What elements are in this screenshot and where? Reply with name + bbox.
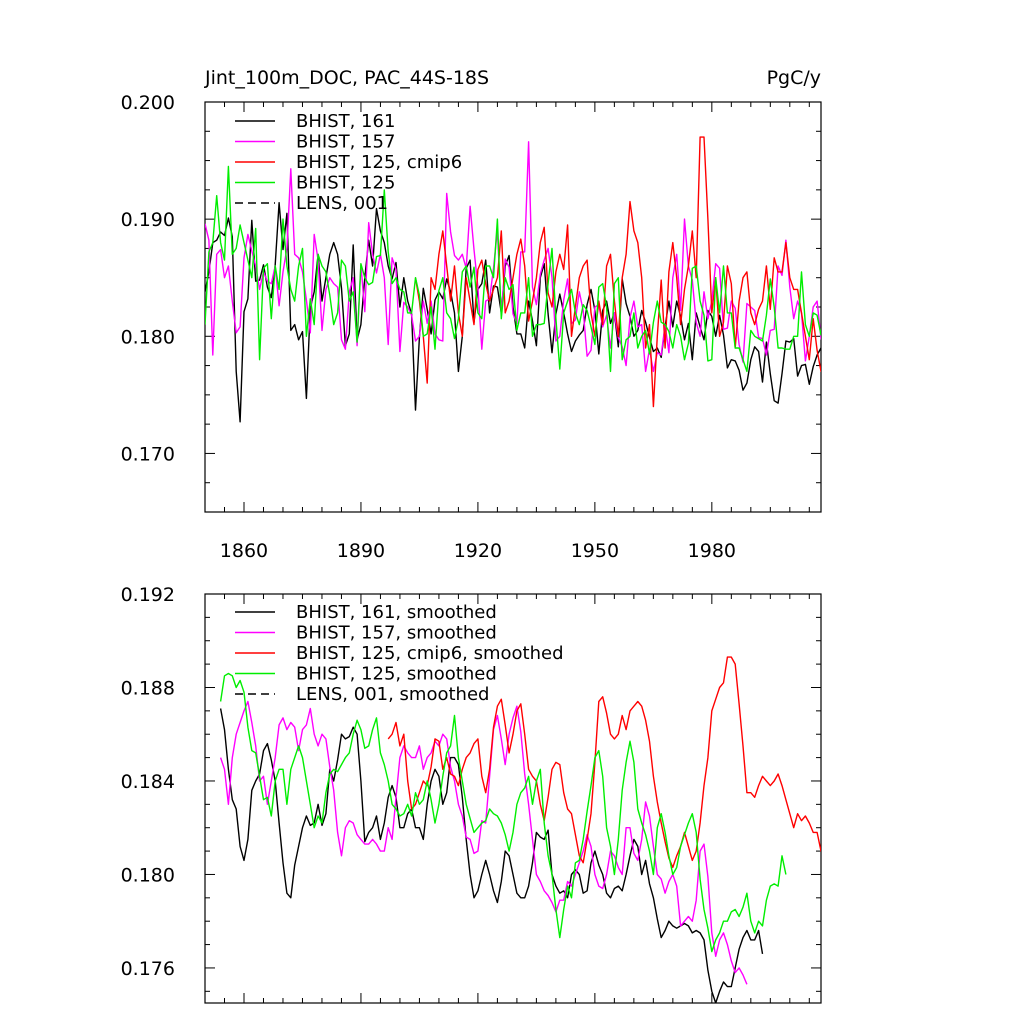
x-tick-label: 1950 — [571, 540, 619, 562]
legend-label: BHIST, 161 — [296, 111, 395, 132]
y-tick-label: 0.188 — [121, 677, 175, 699]
x-tick-label: 1920 — [454, 540, 502, 562]
y-tick-label: 0.192 — [121, 584, 175, 606]
legend-label: BHIST, 125 — [296, 173, 395, 194]
y-tick-label: 0.200 — [121, 92, 175, 114]
legend-label: BHIST, 125, smoothed — [296, 664, 497, 685]
series-line — [219, 672, 787, 953]
series-line — [387, 656, 821, 869]
x-tick-label: 1890 — [337, 540, 385, 562]
series-line — [205, 141, 821, 373]
y-tick-label: 0.180 — [121, 864, 175, 886]
y-tick-label: 0.190 — [121, 209, 175, 231]
plot-frame — [204, 593, 822, 1004]
series-line — [205, 165, 821, 373]
series-line — [414, 136, 821, 408]
legend-label: BHIST, 125, cmip6 — [296, 152, 462, 173]
y-tick-label: 0.184 — [121, 771, 175, 793]
x-tick-label: 1980 — [688, 540, 736, 562]
top-panel: Jint_100m_DOC, PAC_44S-18S PgC/y 1860 189… — [121, 67, 822, 562]
legend-label: BHIST, 157 — [296, 132, 395, 153]
legend-label: BHIST, 157, smoothed — [296, 623, 497, 644]
legend-label: BHIST, 125, cmip6, smoothed — [296, 643, 564, 664]
y-tick-label: 0.176 — [121, 958, 175, 980]
legend-label: LENS, 001, smoothed — [296, 684, 489, 705]
y-tick-label: 0.170 — [121, 443, 175, 465]
legend-label: LENS, 001 — [296, 193, 388, 214]
bottom-panel: 0.176 0.180 0.184 0.188 0.192 BHIST, 161, smo… — [121, 584, 822, 1004]
y-tick-label: 0.180 — [121, 326, 175, 348]
legend-label: BHIST, 161, smoothed — [296, 602, 497, 623]
units-label: PgC/y — [767, 67, 821, 89]
x-tick-label: 1860 — [220, 540, 268, 562]
series-line — [205, 201, 821, 423]
chart-title: Jint_100m_DOC, PAC_44S-18S — [204, 67, 489, 89]
series-line — [219, 708, 764, 1003]
